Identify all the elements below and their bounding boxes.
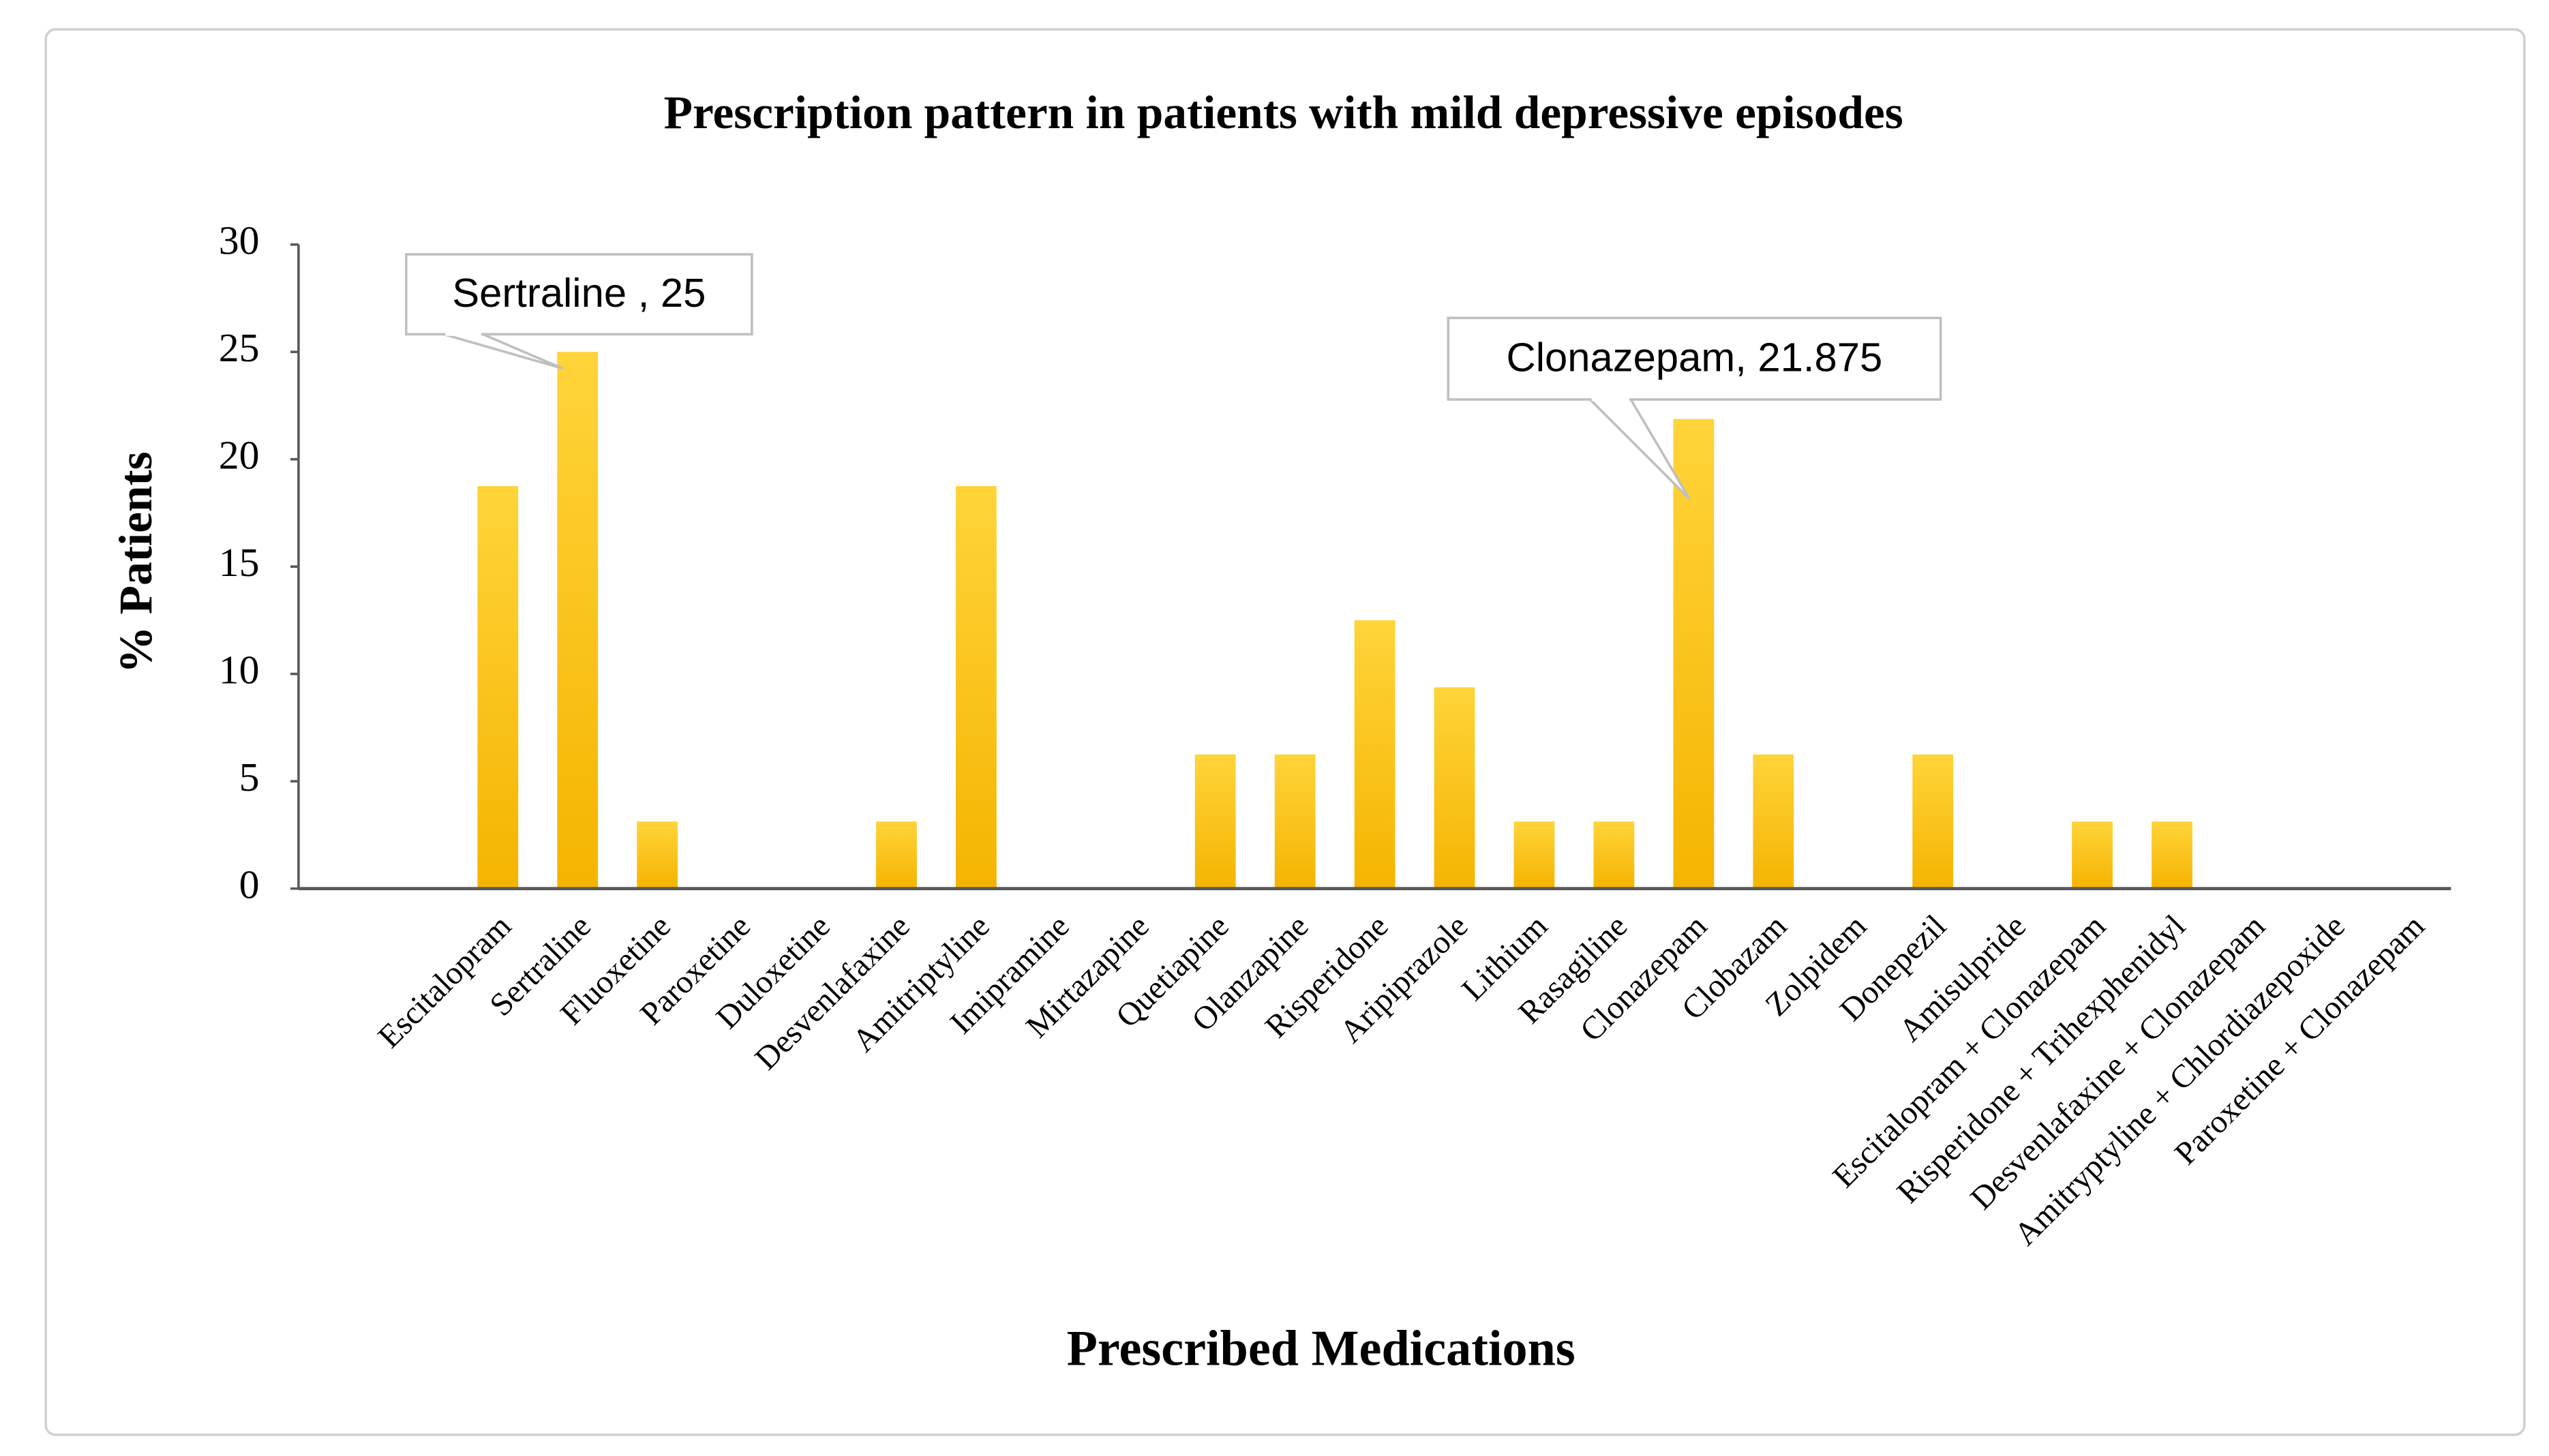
- bar: [477, 486, 519, 889]
- bar: [557, 352, 599, 889]
- bar: [1593, 821, 1635, 889]
- y-axis-title: % Patients: [110, 451, 162, 673]
- y-tick-label: 25: [219, 325, 260, 370]
- bar: [1912, 754, 1954, 889]
- bar: [1354, 620, 1396, 889]
- bar: [1753, 754, 1794, 889]
- bar: [1274, 754, 1316, 889]
- bar: [1194, 754, 1236, 889]
- y-tick-label: 10: [219, 647, 260, 692]
- annotation: Clonazepam, 21.875: [1507, 334, 1883, 380]
- y-tick-label: 20: [219, 432, 260, 477]
- annotation: Sertraline , 25: [452, 270, 706, 316]
- y-tick-label: 0: [239, 862, 260, 907]
- y-tick-label: 15: [219, 540, 260, 585]
- y-tick-label: 5: [239, 755, 260, 800]
- callout-box: [1447, 316, 1942, 401]
- bar: [637, 821, 678, 889]
- callout-box: [404, 253, 753, 336]
- bar: [956, 486, 997, 889]
- bar: [2152, 821, 2192, 889]
- chart-border: [44, 28, 2526, 1436]
- x-axis-title: Prescribed Medications: [1067, 1320, 1575, 1376]
- bar: [1434, 687, 1475, 889]
- bar: [1673, 419, 1715, 889]
- chart-title: Prescription pattern in patients with mi…: [664, 87, 1903, 139]
- y-tick-label: 30: [219, 218, 260, 263]
- bar: [876, 821, 917, 889]
- bar: [1513, 821, 1555, 889]
- bar: [2072, 821, 2113, 889]
